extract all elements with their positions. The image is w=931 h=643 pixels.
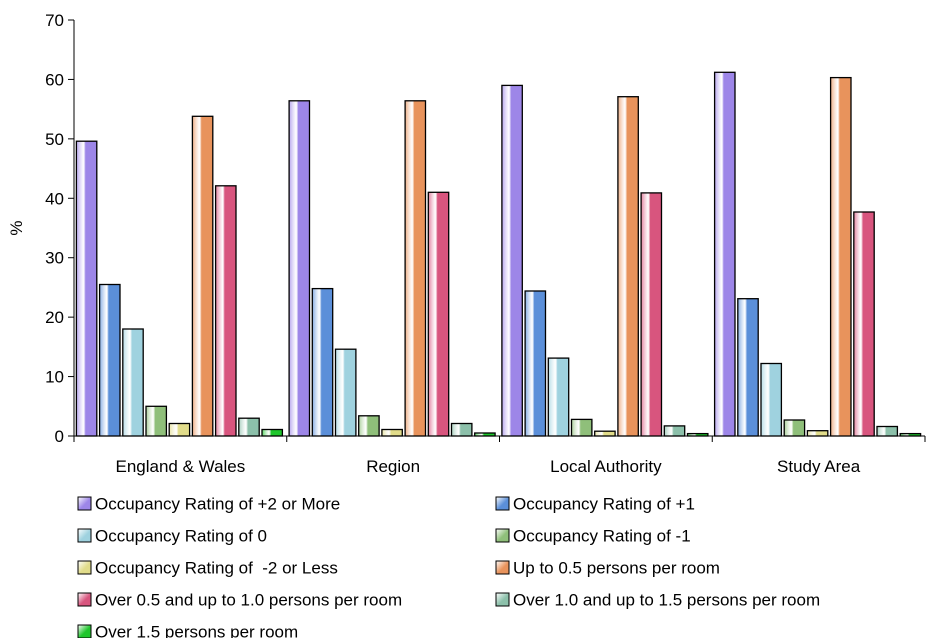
- legend-item: Occupancy Rating of -2 or Less: [77, 559, 338, 578]
- legend-item: Over 1.0 and up to 1.5 persons per room: [495, 591, 820, 610]
- legend-item: Occupancy Rating of -1: [495, 527, 691, 546]
- bar: [214, 185, 237, 437]
- bar: [404, 100, 427, 437]
- bar: [427, 191, 450, 437]
- bar: [853, 211, 875, 437]
- bar: [594, 430, 616, 437]
- legend-swatch: [495, 560, 510, 575]
- bar: [829, 76, 852, 437]
- bar: [238, 417, 260, 437]
- legend-label: Occupancy Rating of -2 or Less: [95, 559, 338, 578]
- bar: [760, 362, 783, 437]
- bar: [806, 430, 829, 437]
- legend-swatch: [77, 624, 92, 639]
- bar: [686, 432, 709, 437]
- y-tick-label: 20: [45, 308, 64, 327]
- bars: [75, 71, 922, 437]
- y-axis-label: %: [7, 220, 26, 235]
- legend-label: Occupancy Rating of 0: [95, 527, 267, 546]
- bar: [261, 428, 284, 437]
- x-tick-label: Region: [366, 457, 420, 476]
- legend-swatch: [77, 528, 92, 543]
- y-tick-label: 60: [45, 70, 64, 89]
- y-tick-label: 50: [45, 130, 64, 149]
- legend-swatch: [77, 496, 92, 511]
- axes: 0 10 20 30 40 50 60 70 England & Wales Region Loca…: [45, 11, 926, 476]
- legend-swatch: [495, 496, 510, 511]
- bar: [783, 419, 806, 437]
- bar: [288, 100, 311, 437]
- bar: [617, 96, 639, 437]
- y-tick-label: 10: [45, 368, 64, 387]
- legend-label: Occupancy Rating of -1: [513, 527, 691, 546]
- legend-swatch: [495, 528, 510, 543]
- x-tick-label: Local Authority: [550, 457, 662, 476]
- legend-label: Over 1.5 persons per room: [95, 623, 298, 639]
- bar: [75, 140, 98, 437]
- x-tick-label: England & Wales: [115, 457, 245, 476]
- bar: [168, 422, 191, 437]
- legend: Occupancy Rating of +2 or More Occupancy …: [77, 495, 820, 642]
- bar: [663, 425, 686, 437]
- legend-swatch: [495, 592, 510, 607]
- legend-item: Occupancy Rating of +2 or More: [77, 495, 340, 514]
- y-tick-label: 70: [45, 11, 64, 30]
- legend-label: Over 0.5 and up to 1.0 persons per room: [95, 591, 402, 610]
- legend-item: Up to 0.5 persons per room: [495, 559, 720, 578]
- bar: [570, 418, 593, 437]
- bar: [899, 432, 922, 437]
- legend-swatch: [77, 560, 92, 575]
- bar: [474, 432, 496, 437]
- bar: [640, 192, 663, 437]
- bar: [122, 328, 144, 437]
- y-tick-label: 0: [55, 427, 64, 446]
- bar: [547, 357, 570, 437]
- legend-label: Occupancy Rating of +1: [513, 495, 695, 514]
- bar: [98, 283, 121, 437]
- bar: [145, 405, 168, 437]
- legend-label: Up to 0.5 persons per room: [513, 559, 720, 578]
- bar: [876, 425, 899, 437]
- bar: [713, 71, 736, 437]
- x-tick-label: Study Area: [777, 457, 861, 476]
- bar: [501, 84, 523, 437]
- legend-item: Over 0.5 and up to 1.0 persons per room: [77, 591, 402, 610]
- bar: [381, 428, 403, 437]
- legend-label: Over 1.0 and up to 1.5 persons per room: [513, 591, 820, 610]
- bar: [524, 290, 547, 437]
- legend-swatch: [77, 592, 92, 607]
- y-tick-label: 30: [45, 249, 64, 268]
- bar: [450, 422, 473, 437]
- bar: [334, 348, 357, 437]
- y-tick-label: 40: [45, 189, 64, 208]
- bar: [358, 415, 380, 437]
- legend-item: Occupancy Rating of 0: [77, 527, 267, 546]
- legend-label: Occupancy Rating of +2 or More: [95, 495, 340, 514]
- legend-item: Over 1.5 persons per room: [77, 623, 298, 642]
- legend-item: Occupancy Rating of +1: [495, 495, 695, 514]
- bar: [191, 115, 214, 437]
- bar: [311, 287, 334, 437]
- bar: [737, 298, 759, 437]
